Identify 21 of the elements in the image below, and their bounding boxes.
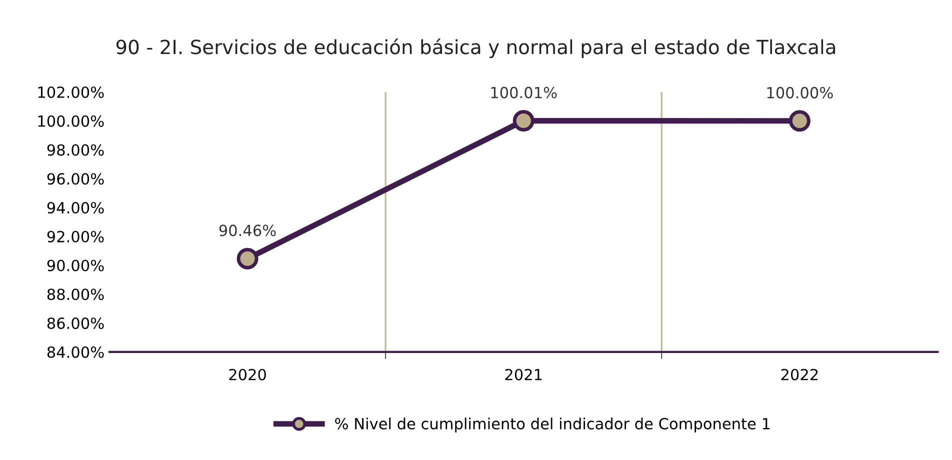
y-tick-label: 100.00% (38, 115, 104, 127)
data-label: 100.01% (491, 86, 557, 98)
y-tick-label: 88.00% (47, 288, 104, 300)
point (512, 110, 534, 132)
x-tick-label: 2020 (229, 368, 266, 380)
data-label: 100.00% (767, 86, 833, 98)
y-tick-label: 102.00% (38, 86, 104, 98)
point (236, 248, 258, 270)
point (788, 110, 810, 132)
x-tick-label: 2022 (781, 368, 818, 380)
y-tick-label: 96.00% (47, 173, 104, 185)
y-tick-label: 94.00% (47, 202, 104, 214)
y-tick-label: 84.00% (47, 346, 104, 358)
data-label: 90.46% (219, 224, 276, 236)
legend-label: % Nivel de cumplimiento del indicador de Componente 1 (335, 418, 770, 432)
y-tick-label: 98.00% (47, 144, 104, 156)
x-tick-label: 2021 (505, 368, 542, 380)
chart-title: 90 - 2I. Servicios de educación básica y normal para el estado de Tlaxcala (116, 38, 836, 58)
y-tick-label: 86.00% (47, 317, 104, 330)
y-tick-label: 92.00% (47, 230, 104, 242)
y-tick-label: 90.00% (47, 260, 104, 272)
